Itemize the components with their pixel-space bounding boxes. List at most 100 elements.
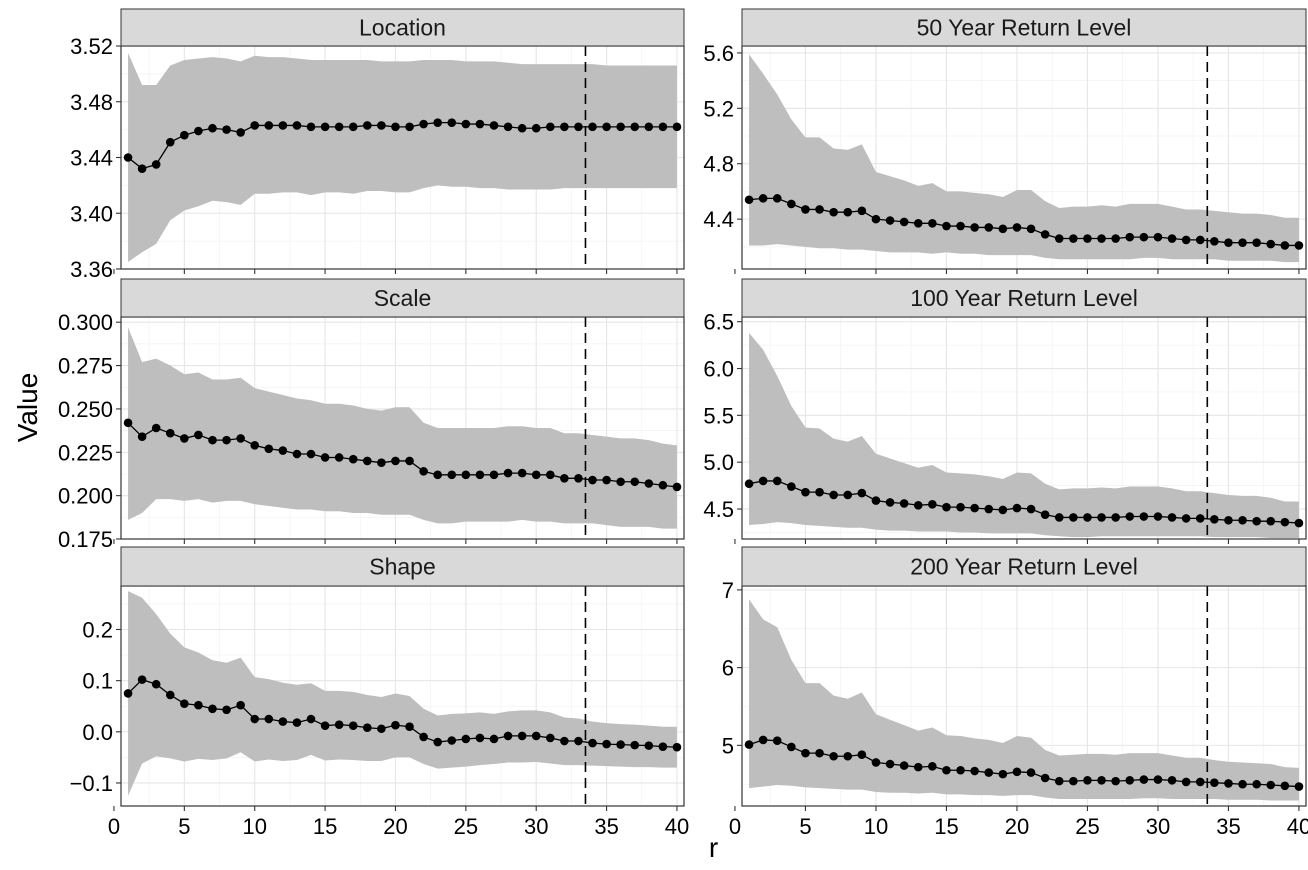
- data-point: [772, 476, 782, 486]
- facet-strip: [741, 546, 1307, 587]
- data-point: [574, 122, 583, 132]
- data-point: [1224, 779, 1233, 788]
- data-point: [545, 122, 555, 132]
- data-point: [545, 470, 555, 480]
- y-tick-label: 5.0: [703, 450, 734, 475]
- y-tick-label: 3.44: [70, 146, 113, 171]
- y-tick-label: 0.1: [82, 669, 113, 694]
- data-point: [1040, 510, 1050, 519]
- data-point: [1181, 235, 1191, 245]
- data-point: [208, 435, 217, 445]
- data-point: [801, 205, 810, 214]
- x-tick-label: 30: [1146, 814, 1170, 839]
- data-point: [956, 221, 965, 231]
- y-tick-label: 3.48: [70, 90, 113, 115]
- panel-100-year-return-level: 100 Year Return Level 4.5 5.0 5.5 6.0 6.5: [703, 278, 1307, 544]
- x-axis-title: r: [709, 832, 718, 863]
- data-point: [899, 217, 909, 227]
- data-point: [885, 216, 895, 225]
- data-point: [1139, 232, 1149, 242]
- data-point: [801, 748, 810, 758]
- x-tick-label: 20: [383, 814, 407, 839]
- data-point: [1012, 503, 1022, 513]
- data-point: [475, 470, 485, 480]
- data-point: [899, 761, 909, 770]
- data-point: [1210, 515, 1219, 524]
- data-point: [1195, 235, 1205, 245]
- data-point: [461, 470, 471, 480]
- data-point: [871, 214, 881, 224]
- data-point: [320, 122, 330, 132]
- data-point: [419, 119, 428, 129]
- data-point: [1252, 779, 1261, 789]
- data-point: [928, 762, 937, 771]
- data-point: [1026, 768, 1036, 777]
- data-point: [787, 742, 796, 752]
- data-point: [588, 738, 597, 748]
- data-point: [857, 750, 867, 759]
- y-tick-label: 5.5: [703, 403, 734, 428]
- data-point: [165, 690, 175, 700]
- data-point: [1195, 514, 1205, 523]
- data-point: [1280, 781, 1290, 791]
- data-point: [503, 122, 513, 132]
- x-tick-label: 40: [1287, 814, 1308, 839]
- data-point: [1266, 239, 1276, 249]
- data-point: [574, 736, 583, 746]
- data-point: [998, 505, 1008, 515]
- data-point: [1252, 516, 1261, 526]
- data-point: [871, 496, 881, 505]
- data-point: [194, 126, 203, 136]
- data-point: [787, 199, 796, 209]
- estimate-line: [127, 678, 677, 748]
- data-point: [942, 502, 951, 512]
- data-point: [1167, 776, 1177, 785]
- data-point: [180, 434, 189, 443]
- data-point: [447, 736, 457, 745]
- data-point: [377, 458, 386, 467]
- data-point: [461, 119, 471, 129]
- data-point: [658, 480, 668, 490]
- data-point: [744, 479, 754, 489]
- data-point: [1280, 241, 1290, 250]
- data-point: [1097, 234, 1106, 243]
- data-point: [1139, 512, 1149, 521]
- data-point: [503, 468, 513, 478]
- data-point: [984, 504, 994, 514]
- data-point: [843, 490, 853, 500]
- data-point: [137, 432, 147, 441]
- data-point: [1097, 513, 1106, 522]
- x-tick-label: 0: [108, 814, 120, 839]
- facet-strip: [120, 278, 685, 318]
- data-point: [334, 720, 344, 729]
- data-point: [758, 476, 768, 486]
- data-point: [489, 470, 499, 480]
- data-point: [956, 502, 965, 512]
- x-tick-label: 25: [454, 814, 478, 839]
- data-point: [419, 732, 428, 742]
- data-point: [672, 122, 682, 132]
- data-point: [815, 748, 824, 758]
- y-tick-label: −0.1: [70, 771, 113, 796]
- data-point: [928, 218, 937, 228]
- data-point: [1238, 238, 1247, 247]
- data-point: [419, 467, 428, 476]
- y-tick-label: 4.5: [703, 497, 734, 522]
- data-point: [1294, 782, 1304, 791]
- data-point: [942, 221, 951, 231]
- data-point: [644, 122, 654, 132]
- data-point: [250, 441, 260, 450]
- data-point: [489, 734, 499, 744]
- data-point: [348, 721, 358, 730]
- data-point: [531, 731, 541, 741]
- y-tick-label: 3.52: [70, 34, 113, 59]
- data-point: [956, 765, 965, 775]
- data-point: [1224, 515, 1233, 525]
- data-point: [1294, 518, 1304, 528]
- data-point: [913, 762, 923, 772]
- panel-location: Location 3.36 3.40 3.44 3.48 3.52: [70, 8, 685, 282]
- data-point: [264, 444, 274, 454]
- data-point: [405, 122, 414, 132]
- data-point: [391, 456, 400, 466]
